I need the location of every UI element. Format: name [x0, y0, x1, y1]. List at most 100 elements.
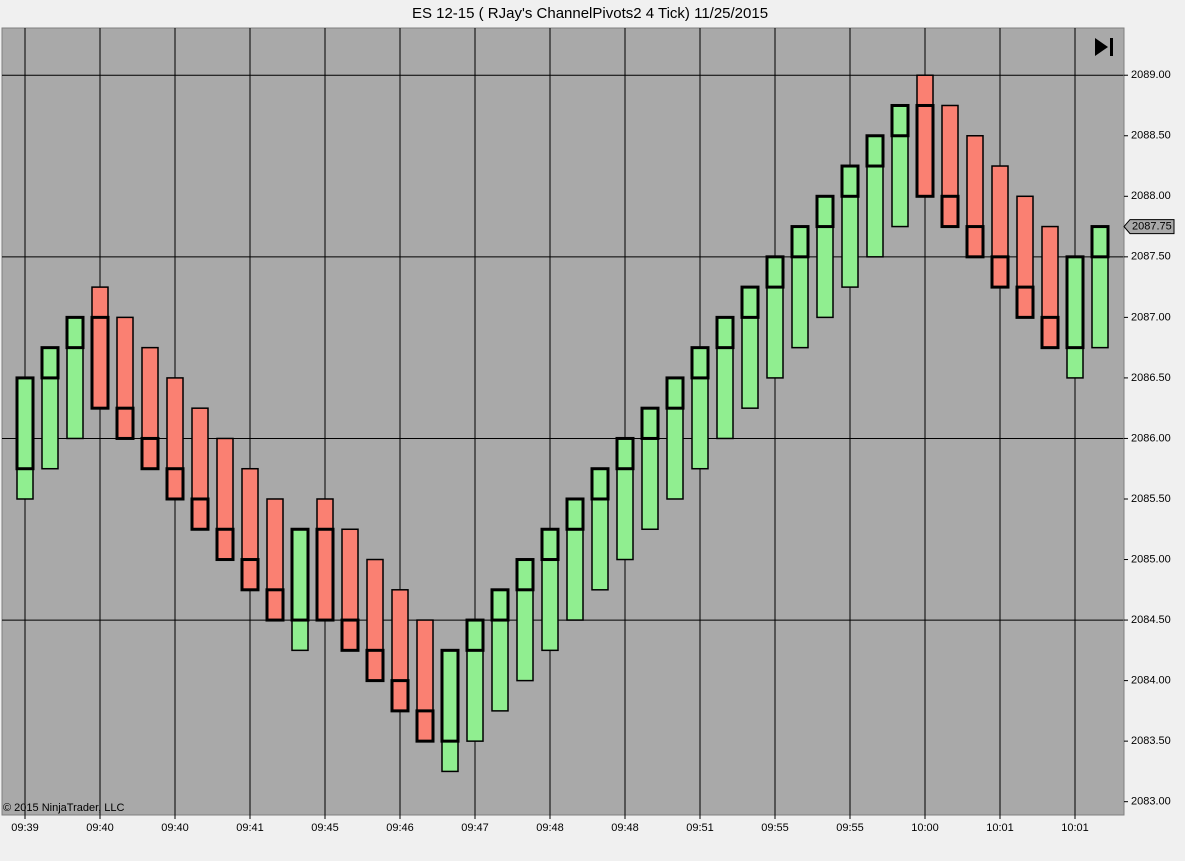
candle-body: [615, 436, 635, 471]
candle-body: [990, 255, 1010, 289]
candle-range: [691, 346, 709, 470]
candle-body: [840, 164, 860, 198]
candle-body: [1065, 255, 1085, 350]
candle-body: [490, 588, 510, 622]
play-icon[interactable]: [1095, 38, 1108, 56]
candle-body: [390, 679, 410, 713]
x-tick-label: 09:39: [11, 822, 39, 834]
x-tick-label: 09:41: [236, 822, 264, 834]
candle-range: [791, 225, 809, 349]
x-tick-label: 09:55: [761, 822, 789, 834]
candle-range: [716, 316, 734, 440]
candle-body: [40, 346, 60, 380]
y-tick-label: 2089.00: [1131, 69, 1171, 81]
y-tick-label: 2083.00: [1131, 796, 1171, 808]
candle-body: [340, 618, 360, 652]
candle-body: [465, 618, 485, 652]
candle-range: [341, 528, 359, 652]
candle-range: [816, 195, 834, 319]
candle-body: [915, 103, 935, 198]
x-tick-label: 09:40: [161, 822, 189, 834]
x-tick-label: 09:55: [836, 822, 864, 834]
y-tick-label: 2085.00: [1131, 553, 1171, 565]
candle-body: [65, 315, 85, 350]
candle-body: [590, 467, 610, 501]
candle-body: [415, 709, 435, 743]
candle-range: [66, 316, 84, 440]
candle-body: [140, 436, 160, 471]
candle-body: [190, 497, 210, 531]
candle-body: [90, 315, 110, 410]
candle-range: [866, 135, 884, 258]
candle-body: [690, 346, 710, 380]
candle-range: [666, 377, 684, 500]
x-tick-label: 09:40: [86, 822, 114, 834]
x-tick-label: 09:48: [536, 822, 564, 834]
candle-body: [815, 194, 835, 229]
candle-range: [1016, 195, 1034, 319]
copyright: © 2015 NinjaTrader, LLC: [3, 802, 124, 814]
candle-body: [315, 527, 335, 622]
candle-range: [166, 377, 184, 500]
candle-body: [440, 648, 460, 743]
candle-body: [715, 315, 735, 350]
candle-range: [966, 135, 984, 258]
candle-range: [441, 649, 459, 773]
candle-range: [366, 558, 384, 682]
candle-range: [616, 437, 634, 561]
candle-body: [665, 376, 685, 410]
y-tick-label: 2087.00: [1131, 311, 1171, 323]
last-price-tag: [1123, 219, 1175, 235]
x-tick-label: 09:51: [686, 822, 714, 834]
candle-range: [466, 619, 484, 742]
y-tick-label: 2088.50: [1131, 130, 1171, 142]
y-tick-label: 2086.50: [1131, 372, 1171, 384]
plot-layer: 09:39 09:40 09:40 09:41 09:45 09:46 09:47 09:48…: [2, 28, 1175, 834]
chart-title: ES 12-15 ( RJay's ChannelPivots2 4 Tick)…: [412, 5, 768, 22]
candle-range: [91, 286, 109, 409]
candle-range: [766, 256, 784, 379]
candle-body: [265, 588, 285, 622]
x-tick-label: 09:47: [461, 822, 489, 834]
candle-range: [1091, 225, 1109, 349]
candle-range: [41, 346, 59, 470]
candle-range: [1041, 225, 1059, 349]
candle-range: [516, 558, 534, 682]
candle-range: [641, 407, 659, 531]
y-tick-label: 2088.00: [1131, 190, 1171, 202]
candle-body: [865, 134, 885, 168]
candle-body: [365, 648, 385, 683]
candle-body: [965, 225, 985, 259]
candle-body: [890, 103, 910, 138]
candle-range: [291, 528, 309, 652]
candle-range: [591, 467, 609, 591]
candle-body: [790, 225, 810, 259]
candle-range: [141, 346, 159, 470]
x-tick-label: 09:48: [611, 822, 639, 834]
candle-body: [15, 376, 35, 471]
candle-range: [391, 589, 409, 712]
candle-range: [891, 104, 909, 228]
candle-body: [1090, 225, 1110, 259]
candle-range: [841, 165, 859, 288]
scroll-to-end-button[interactable]: [1095, 38, 1113, 56]
candle-range: [16, 377, 34, 500]
candle-body: [1015, 285, 1035, 319]
candle-range: [541, 528, 559, 652]
candle-body: [740, 285, 760, 319]
candle-body: [1040, 315, 1060, 350]
end-bar-icon[interactable]: [1110, 38, 1113, 56]
candle-body: [515, 558, 535, 592]
candle-body: [215, 527, 235, 562]
y-tick-label: 2084.00: [1131, 675, 1171, 687]
y-tick-label: 2086.00: [1131, 432, 1171, 444]
y-tick-label: 2083.50: [1131, 735, 1171, 747]
candle-range: [916, 74, 934, 198]
candle-body: [940, 194, 960, 229]
candle-body: [115, 406, 135, 440]
candle-body: [165, 467, 185, 501]
candle-range: [216, 437, 234, 561]
x-tick-label: 10:00: [911, 822, 939, 834]
